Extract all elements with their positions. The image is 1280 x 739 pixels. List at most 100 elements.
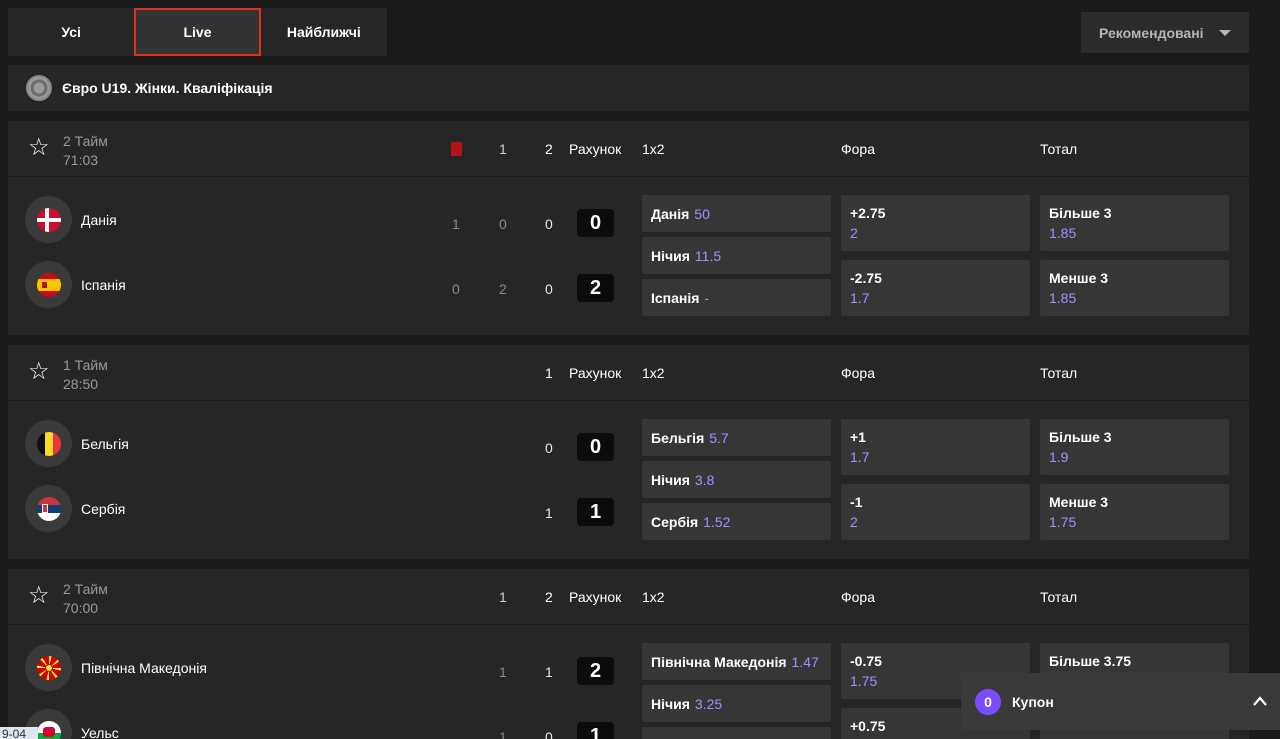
debug-badge: 9-04	[0, 727, 38, 739]
total-odd-button[interactable]: Більше 3 1.85	[1040, 195, 1229, 251]
team-name: Іспанія	[81, 276, 126, 293]
odd-label: Данія	[651, 205, 690, 222]
x12-header: 1x2	[642, 365, 665, 381]
period-label: 2 Тайм	[63, 133, 108, 149]
total-score: 1	[577, 722, 614, 739]
odd-label: -1	[850, 494, 863, 510]
total-header: Тотал	[1040, 365, 1078, 381]
period-score: 0	[545, 729, 553, 739]
handicap-odd-button[interactable]: +2.75 2	[841, 195, 1030, 251]
total-header: Тотал	[1040, 141, 1078, 157]
wales-flag-icon	[25, 709, 72, 739]
coupon-bar[interactable]: 0 Купон	[961, 673, 1280, 730]
odd-label: Північна Македонія	[651, 653, 787, 670]
handicap-header: Фора	[841, 589, 876, 605]
odd-value: 50	[694, 205, 710, 222]
star-icon[interactable]: ☆	[28, 582, 50, 609]
football-icon	[26, 75, 52, 101]
score-header: Рахунок	[569, 589, 622, 605]
odd-label: Більше 3	[1049, 429, 1112, 445]
star-icon[interactable]: ☆	[28, 358, 50, 385]
match-period: 1 Тайм 28:50	[63, 356, 108, 394]
odd-value: -	[704, 289, 710, 306]
total-score: 2	[577, 274, 614, 302]
total-score: 2	[577, 657, 614, 685]
x12-header: 1x2	[642, 589, 665, 605]
period-label: 2 Тайм	[63, 581, 108, 597]
score-header: Рахунок	[569, 141, 622, 157]
denmark-flag-icon	[25, 196, 72, 243]
period-header: 1	[499, 141, 507, 157]
odd-value: 1.7	[850, 449, 870, 465]
odd-value: 1.85	[1049, 290, 1077, 306]
match-header: ☆ 2 Тайм 70:00 1 2 Рахунок 1x2 Фора Тота…	[8, 569, 1249, 625]
odd-label: Менше 3	[1049, 494, 1109, 510]
chevron-down-icon	[1219, 29, 1231, 36]
handicap-odd-button[interactable]: -2.75 1.7	[841, 260, 1030, 316]
odd-button[interactable]	[642, 727, 831, 739]
odd-label: -0.75	[850, 653, 882, 669]
team-row: Сербія	[25, 485, 125, 532]
team-name: Бельгія	[81, 435, 129, 452]
match-header: ☆ 2 Тайм 71:03 1 2 Рахунок 1x2 Фора Тота…	[8, 121, 1249, 177]
odd-label: +0.75	[850, 718, 886, 734]
period-score: 1	[545, 505, 553, 521]
odd-button[interactable]: Іспанія -	[642, 279, 831, 316]
sort-dropdown[interactable]: Рекомендовані	[1081, 12, 1249, 53]
tab-upcoming[interactable]: Найближчі	[286, 24, 361, 40]
score-header: Рахунок	[569, 365, 622, 381]
odd-label: +1	[850, 429, 866, 445]
tab-live[interactable]: Live	[134, 8, 261, 56]
star-icon[interactable]: ☆	[28, 134, 50, 161]
period-score: 1	[545, 664, 553, 680]
match-card: ☆ 1 Тайм 28:50 1 Рахунок 1x2 Фора Тотал …	[8, 345, 1249, 559]
odd-value: 2	[850, 514, 858, 530]
period-header: 1	[499, 589, 507, 605]
red-card-icon	[451, 142, 462, 156]
handicap-header: Фора	[841, 365, 876, 381]
x12-header: 1x2	[642, 141, 665, 157]
odd-button[interactable]: Сербія 1.52	[642, 503, 831, 540]
period-score: 2	[499, 281, 507, 297]
odd-label: Нічия	[651, 471, 690, 488]
period-score: 0	[545, 216, 553, 232]
odd-button[interactable]: Данія 50	[642, 195, 831, 232]
total-odd-button[interactable]: Менше 3 1.85	[1040, 260, 1229, 316]
total-score: 1	[577, 498, 614, 526]
league-header[interactable]: Євро U19. Жінки. Кваліфікація	[8, 65, 1249, 111]
match-header: ☆ 1 Тайм 28:50 1 Рахунок 1x2 Фора Тотал	[8, 345, 1249, 401]
team-row: Північна Македонія	[25, 644, 207, 691]
odd-label: Іспанія	[651, 289, 700, 306]
team-name: Сербія	[81, 500, 126, 517]
match-time: 70:00	[63, 600, 99, 616]
odd-label: -2.75	[850, 270, 882, 286]
match-time: 71:03	[63, 152, 99, 168]
match-card: ☆ 2 Тайм 70:00 1 2 Рахунок 1x2 Фора Тота…	[8, 569, 1249, 739]
serbia-flag-icon	[25, 485, 72, 532]
odd-value: 1.7	[850, 290, 870, 306]
odd-button[interactable]: Нічия 3.8	[642, 461, 831, 498]
odd-label: Більше 3.75	[1049, 653, 1132, 669]
handicap-odd-button[interactable]: -1 2	[841, 484, 1030, 540]
odd-button[interactable]: Північна Македонія 1.47	[642, 643, 831, 680]
match-period: 2 Тайм 71:03	[63, 132, 108, 170]
team-name: Данія	[81, 211, 117, 228]
team-row: Уельс	[25, 709, 119, 739]
odd-value: 1.75	[850, 673, 878, 689]
odd-button[interactable]: Нічия 3.25	[642, 685, 831, 722]
odd-button[interactable]: Бельгія 5.7	[642, 419, 831, 456]
tab-all[interactable]: Усі	[61, 24, 81, 40]
period-score: 0	[499, 216, 507, 232]
total-odd-button[interactable]: Більше 3 1.9	[1040, 419, 1229, 475]
match-period: 2 Тайм 70:00	[63, 580, 108, 618]
odd-value: 1.75	[1049, 514, 1077, 530]
team-name: Уельс	[81, 724, 119, 739]
odd-button[interactable]: Нічия 11.5	[642, 237, 831, 274]
handicap-odd-button[interactable]: +1 1.7	[841, 419, 1030, 475]
odd-value: 1.85	[1049, 225, 1077, 241]
team-row: Іспанія	[25, 261, 126, 308]
odd-label: Нічия	[651, 695, 690, 712]
odd-value: 3.8	[694, 471, 715, 488]
team-row: Данія	[25, 196, 117, 243]
total-odd-button[interactable]: Менше 3 1.75	[1040, 484, 1229, 540]
